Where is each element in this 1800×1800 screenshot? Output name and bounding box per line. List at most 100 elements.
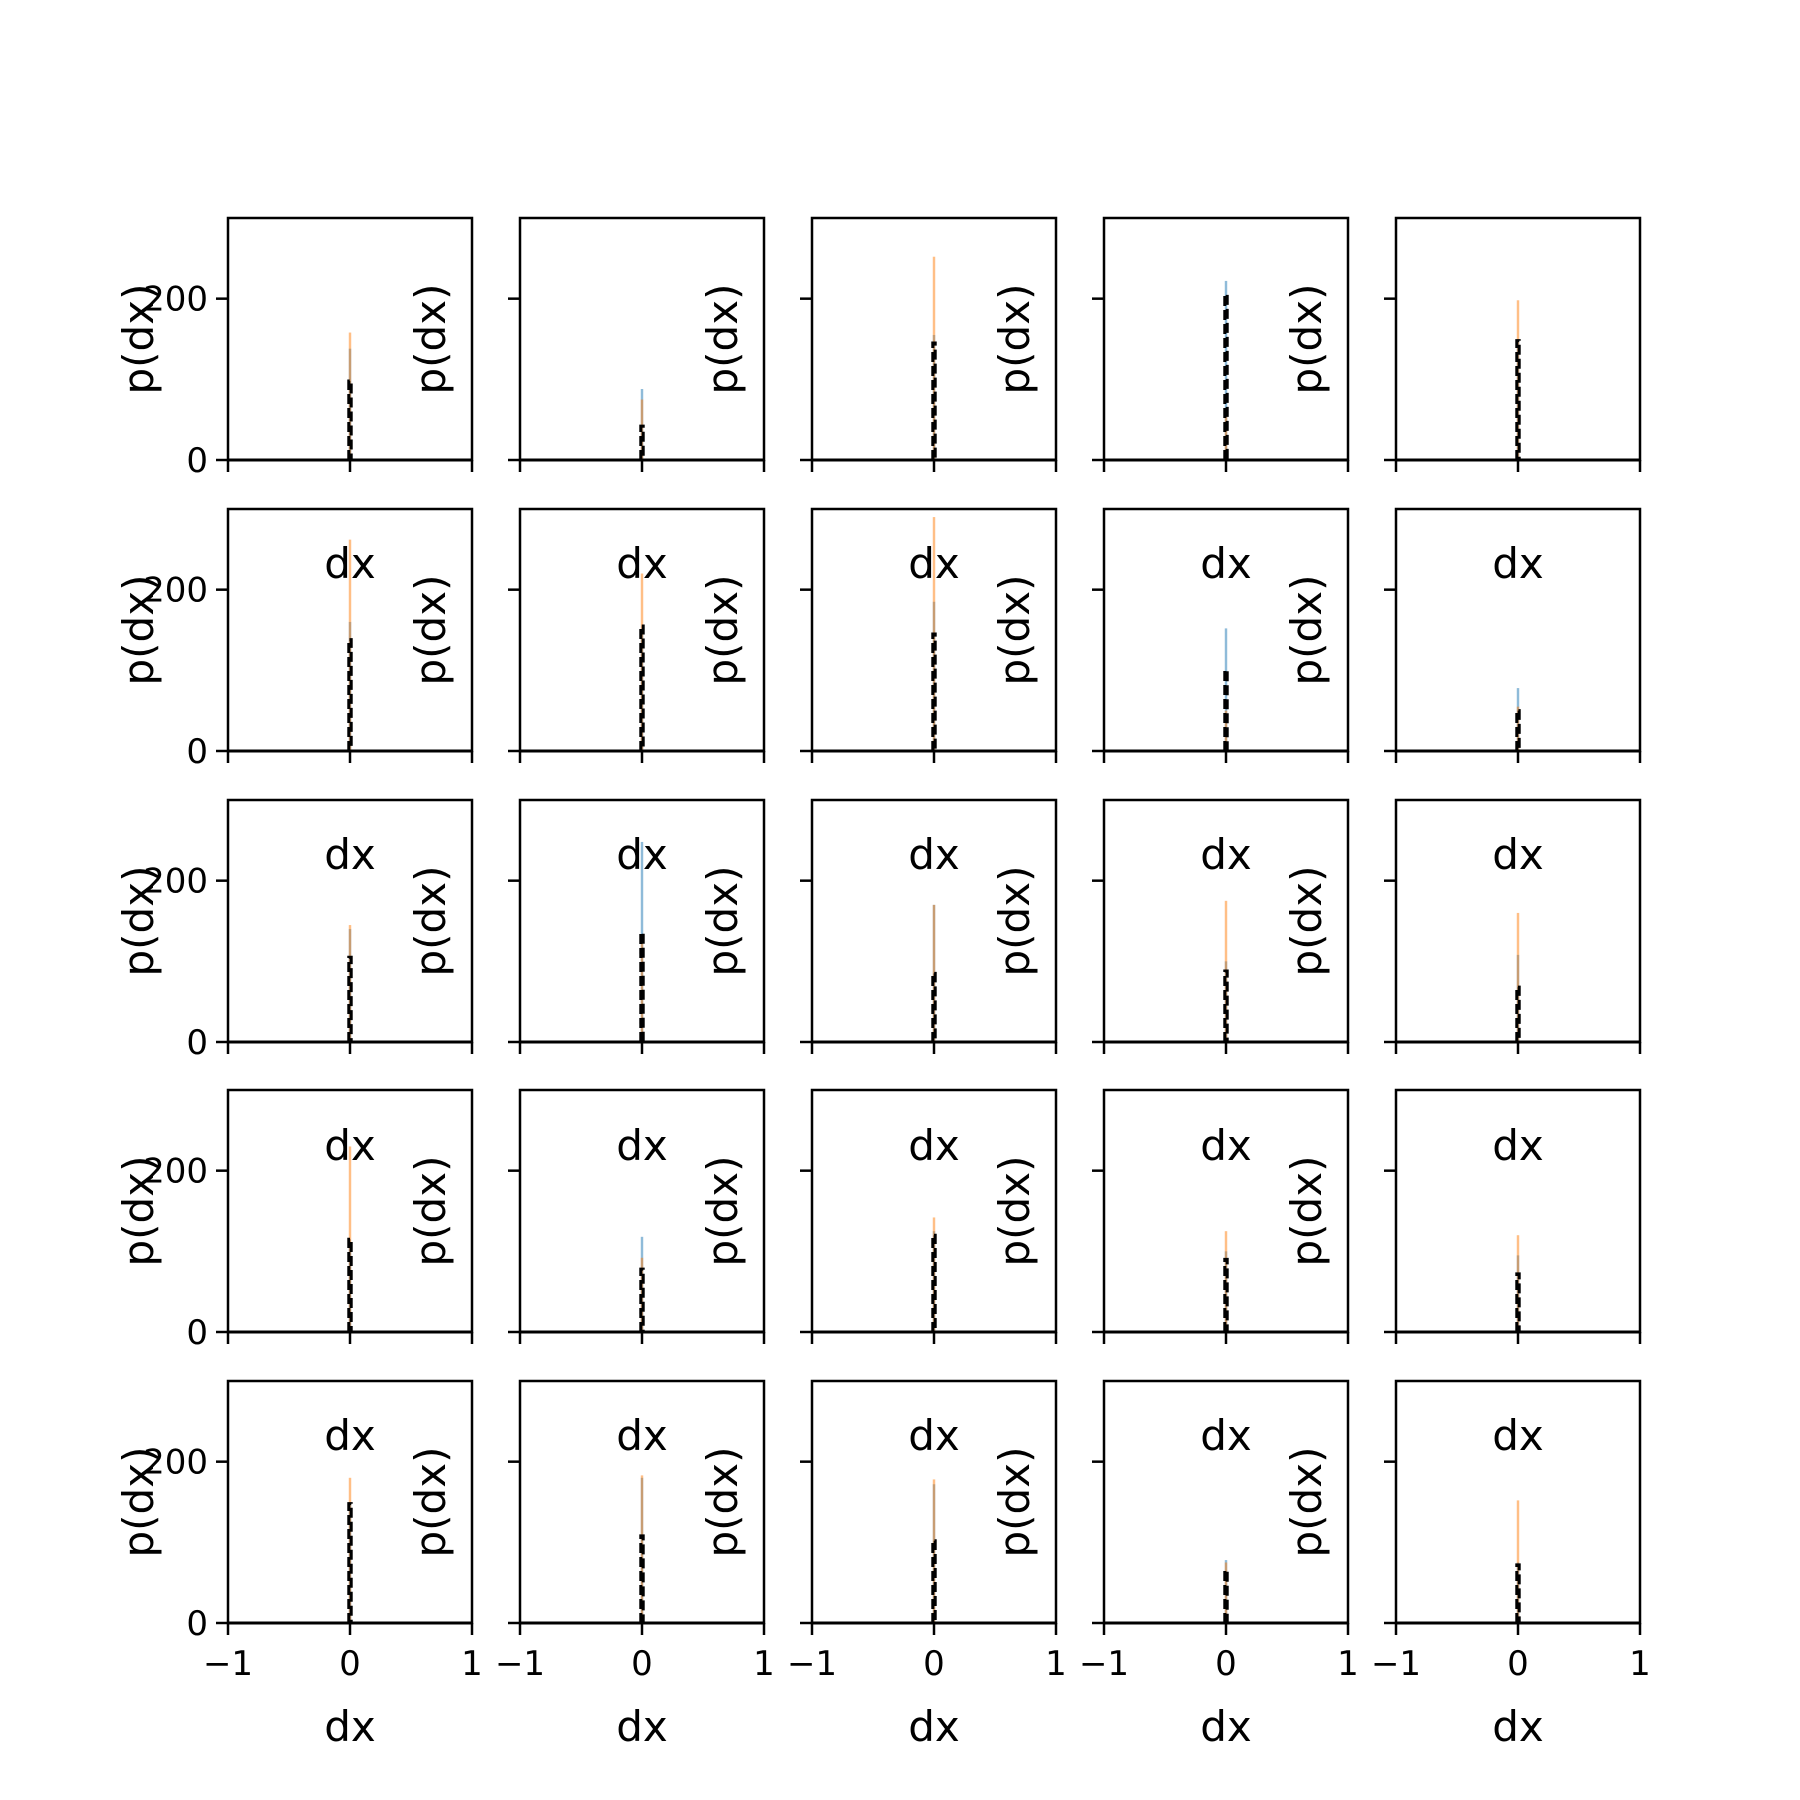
x-axis-label: dx <box>1492 1702 1544 1751</box>
y-tick-label: 0 <box>186 1313 208 1353</box>
x-axis-label: dx <box>616 1411 668 1460</box>
outline-step <box>931 1233 937 1332</box>
x-axis-label: dx <box>324 1411 376 1460</box>
outline-step <box>1515 1563 1521 1623</box>
x-tick-label: 1 <box>753 1644 775 1684</box>
y-axis-label: p(dx) <box>114 575 163 686</box>
outline-step <box>1223 1257 1229 1332</box>
outline-step <box>347 1237 353 1332</box>
x-axis-label: dx <box>1492 539 1544 588</box>
x-axis-label: dx <box>1492 1121 1544 1170</box>
histogram-panel-r5-c2: −1 0 1 dx p(dx) <box>406 1379 775 1751</box>
x-axis-label: dx <box>908 1411 960 1460</box>
x-axis-label: dx <box>1200 1702 1252 1751</box>
y-axis-label: p(dx) <box>1282 575 1331 686</box>
outline-step <box>1515 985 1521 1042</box>
y-axis-label: p(dx) <box>114 866 163 977</box>
outline-step <box>931 632 937 751</box>
outline-step <box>1223 969 1229 1042</box>
y-axis-label: p(dx) <box>698 1447 747 1558</box>
x-axis-label: dx <box>908 1121 960 1170</box>
y-axis-label: p(dx) <box>990 575 1039 686</box>
histogram-panel-r1-c2: dxp(dx) <box>406 216 766 588</box>
y-axis-label: p(dx) <box>406 866 455 977</box>
series-b-bar <box>640 937 644 1042</box>
y-axis-label: p(dx) <box>1282 1447 1331 1558</box>
x-tick-label: −1 <box>495 1644 545 1684</box>
histogram-panel-r2-c5: dx p(dx) <box>1282 507 1642 879</box>
x-tick-label: 1 <box>1337 1644 1359 1684</box>
histogram-panel-r2-c1: 0 200 dx p(dx) <box>114 507 474 879</box>
x-axis-label: dx <box>1492 1411 1544 1460</box>
y-axis-label: p(dx) <box>990 284 1039 395</box>
series-b-bar <box>1516 912 1520 1042</box>
x-tick-label: −1 <box>787 1644 837 1684</box>
outline-step <box>639 1534 645 1623</box>
x-axis-label: dx <box>908 830 960 879</box>
histogram-panel-r3-c3: dx p(dx) <box>698 798 1058 1170</box>
outline-step <box>1515 1272 1521 1332</box>
x-tick-label: 0 <box>1215 1644 1237 1684</box>
histogram-panel-r5-c3: −1 0 1 dx p(dx) <box>698 1379 1067 1751</box>
histogram-panel-r2-c2: dxp(dx) <box>406 507 766 879</box>
histogram-panel-r4-c1: 0 200 dx p(dx) <box>114 1088 474 1460</box>
histogram-panel-r3-c5: dx p(dx) <box>1282 798 1642 1170</box>
y-axis-label: p(dx) <box>990 866 1039 977</box>
histogram-panel-r5-c5: −1 0 1 dx p(dx) <box>1282 1379 1651 1751</box>
outline-step <box>639 1267 645 1332</box>
y-tick-label: 200 <box>143 862 208 902</box>
x-axis-label: dx <box>1200 830 1252 879</box>
x-tick-label: 0 <box>1507 1644 1529 1684</box>
outline-step <box>347 638 353 751</box>
x-axis-label: dx <box>324 830 376 879</box>
x-tick-label: 0 <box>339 1644 361 1684</box>
y-axis-label: p(dx) <box>698 1156 747 1267</box>
histogram-panel-r2-c4: dx p(dx) <box>990 507 1350 879</box>
outline-step <box>1515 709 1521 751</box>
y-tick-label: 0 <box>186 441 208 481</box>
outline-step <box>931 1539 937 1623</box>
y-tick-label: 200 <box>143 1443 208 1483</box>
x-axis-label: dx <box>1200 1121 1252 1170</box>
panels-group: 0 200 dx p(dx) dx p(dx) dx p(dx) dx p(dx) dx p(dx) 0… <box>114 216 1651 1751</box>
histogram-panel-r4-c5: dx p(dx) <box>1282 1088 1642 1460</box>
y-axis-label: p(dx) <box>698 866 747 977</box>
y-axis-label: p(dx) <box>406 1156 455 1267</box>
y-axis-label: p(dx) <box>698 575 747 686</box>
outline-step <box>347 955 353 1042</box>
histogram-panel-r1-c5: dx p(dx) <box>1282 216 1642 588</box>
y-axis-label: p(dx) <box>698 284 747 395</box>
x-axis-label: dx <box>908 1702 960 1751</box>
histogram-panel-r2-c3: dx p(dx) <box>698 507 1058 879</box>
y-tick-label: 0 <box>186 732 208 772</box>
outline-step <box>639 624 645 751</box>
outline-step <box>347 1502 353 1623</box>
histogram-panel-r4-c4: dx p(dx) <box>990 1088 1350 1460</box>
y-axis-label: p(dx) <box>406 284 455 395</box>
y-axis-label: p(dx) <box>114 1447 163 1558</box>
y-axis-label: p(dx) <box>114 284 163 395</box>
histogram-panel-r3-c4: dx p(dx) <box>990 798 1350 1170</box>
x-axis-label: dx <box>616 1702 668 1751</box>
histogram-panel-r4-c2: dx p(dx) <box>406 1088 766 1460</box>
outline-step <box>639 424 645 460</box>
outline-step <box>931 341 937 460</box>
y-tick-label: 200 <box>143 1152 208 1192</box>
x-tick-label: −1 <box>203 1644 253 1684</box>
y-axis-label: p(dx) <box>1282 866 1331 977</box>
outline-step <box>347 379 353 460</box>
x-tick-label: −1 <box>1079 1644 1129 1684</box>
x-axis-label: dx <box>324 1702 376 1751</box>
series-b-bar <box>1516 1500 1520 1623</box>
y-axis-label: p(dx) <box>990 1447 1039 1558</box>
y-axis-label: p(dx) <box>406 575 455 686</box>
y-tick-label: 200 <box>143 571 208 611</box>
y-tick-label: 0 <box>186 1023 208 1063</box>
x-axis-label: dx <box>616 1121 668 1170</box>
x-tick-label: 1 <box>1629 1644 1651 1684</box>
histogram-panel-r3-c2: dx p(dx) <box>406 798 766 1170</box>
x-tick-label: 0 <box>923 1644 945 1684</box>
